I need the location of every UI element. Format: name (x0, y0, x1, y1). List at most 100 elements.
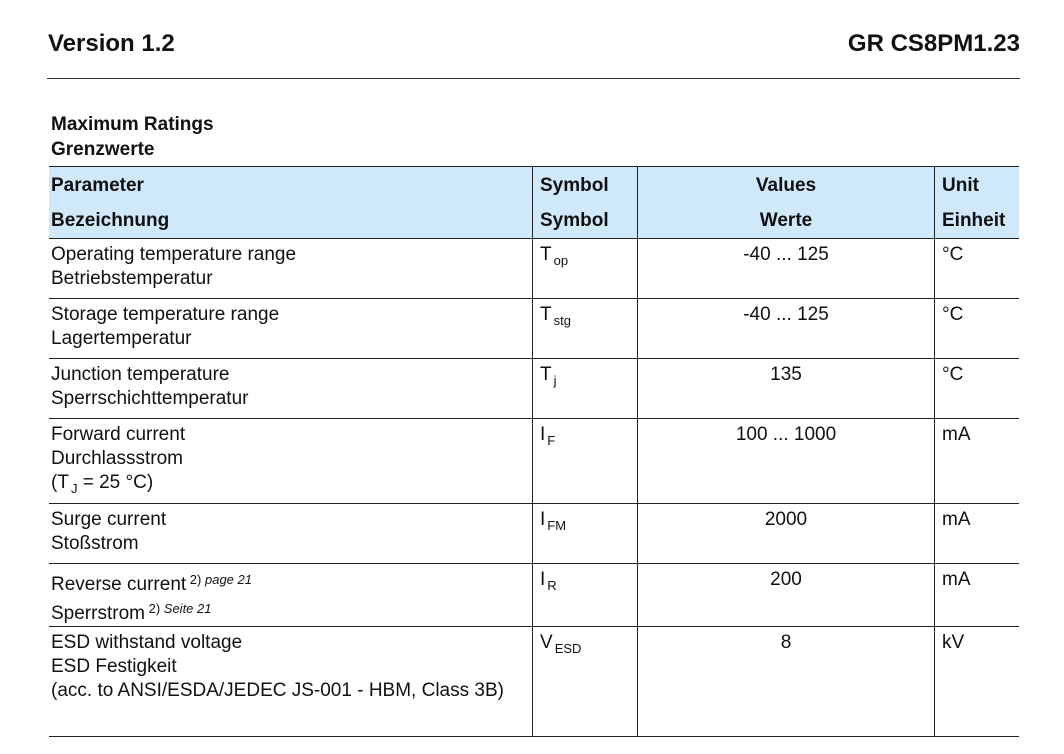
document-version: Version 1.2 (48, 30, 175, 57)
footnote-page: page 21 (204, 572, 252, 587)
parameter-text: Operating temperature range (51, 244, 297, 265)
column-header-parameter: Parameter Bezeichnung (49, 166, 533, 239)
unit-cell: mA (934, 418, 1019, 504)
parameter-cell: Operating temperature range Betriebstempe… (49, 238, 533, 299)
header-en: Values (755, 175, 817, 196)
symbol-main: V (540, 632, 553, 653)
parameter-line: Reverse current 2) page 21 (51, 568, 530, 597)
parameter-cell: ESD withstand voltage ESD Festigkeit (acc.… (49, 626, 533, 737)
section-title-de: Grenzwerte (51, 139, 155, 160)
parameter-line: Operating temperature range (51, 243, 530, 267)
table-row: ESD withstand voltage ESD Festigkeit (acc.… (49, 626, 1019, 737)
value-cell: -40 ... 125 (637, 298, 935, 359)
maximum-ratings-table: Parameter Bezeichnung Symbol Symbol Values… (49, 166, 1019, 737)
parameter-text: Sperrstrom (51, 603, 145, 624)
parameter-line: Surge current (51, 508, 530, 532)
parameter-line: Betriebstemperatur (51, 267, 530, 291)
symbol-main: T (540, 244, 552, 265)
table-row: Reverse current 2) page 21 Sperrstrom 2) … (49, 563, 1019, 627)
value-cell: 100 ... 1000 (637, 418, 935, 504)
parameter-cell: Storage temperature range Lagertemperatur (49, 298, 533, 359)
header-de: Bezeichnung (51, 210, 170, 231)
parameter-line: Durchlassstrom (51, 447, 530, 471)
parameter-line: Sperrstrom 2) Seite 21 (51, 597, 530, 626)
unit-cell: mA (934, 563, 1019, 627)
value-cell: 135 (637, 358, 935, 419)
header-en: Parameter (51, 175, 144, 196)
section-title: Maximum Ratings Grenzwerte (51, 112, 214, 162)
parameter-line: ESD withstand voltage (51, 631, 530, 655)
symbol-cell: V ESD (532, 626, 638, 737)
symbol-subscript: FM (547, 518, 567, 533)
value-cell: 8 (637, 626, 935, 737)
parameter-line: Stoßstrom (51, 532, 530, 556)
parameter-line: Lagertemperatur (51, 327, 530, 351)
symbol-main: I (540, 424, 546, 445)
symbol-main: I (540, 569, 546, 590)
symbol-main: T (540, 364, 552, 385)
parameter-text: Stoßstrom (51, 533, 139, 554)
condition-sub: J (70, 481, 78, 496)
unit-cell: mA (934, 503, 1019, 564)
table-header-row: Parameter Bezeichnung Symbol Symbol Values… (49, 166, 1019, 239)
parameter-text: (acc. to ANSI/ESDA/JEDEC JS-001 - HBM, C… (51, 680, 504, 701)
condition-post: = 25 °C) (77, 472, 154, 493)
footnote-reference: 2) page 21 (186, 572, 252, 587)
symbol-subscript: F (547, 433, 556, 448)
header-de: Einheit (942, 210, 1006, 231)
header-en: Unit (942, 175, 979, 196)
unit-cell: kV (934, 626, 1019, 737)
parameter-cell: Forward current Durchlassstrom (T J = 25 °C… (49, 418, 533, 504)
header-de: Symbol (540, 210, 609, 231)
parameter-cell: Reverse current 2) page 21 Sperrstrom 2) … (49, 563, 533, 627)
symbol-subscript: op (553, 253, 569, 268)
parameter-condition: (T J = 25 °C) (51, 471, 530, 501)
parameter-line: (acc. to ANSI/ESDA/JEDEC JS-001 - HBM, C… (51, 679, 530, 703)
parameter-line: ESD Festigkeit (51, 655, 530, 679)
header-divider (47, 78, 1020, 79)
value-cell: 200 (637, 563, 935, 627)
parameter-line: Forward current (51, 423, 530, 447)
column-header-values: Values Werte (637, 166, 935, 239)
symbol-cell: I FM (532, 503, 638, 564)
table-row: Operating temperature range Betriebstempe… (49, 238, 1019, 299)
header-en: Symbol (540, 175, 609, 196)
parameter-text: ESD Festigkeit (51, 656, 177, 677)
symbol-main: T (540, 304, 552, 325)
parameter-line: Storage temperature range (51, 303, 530, 327)
column-header-unit: Unit Einheit (934, 166, 1019, 239)
unit-cell: °C (934, 358, 1019, 419)
parameter-cell: Surge current Stoßstrom (49, 503, 533, 564)
symbol-subscript: R (547, 578, 557, 593)
column-header-symbol: Symbol Symbol (532, 166, 638, 239)
unit-cell: °C (934, 238, 1019, 299)
section-title-en: Maximum Ratings (51, 114, 214, 135)
symbol-subscript: ESD (554, 641, 582, 656)
value-cell: -40 ... 125 (637, 238, 935, 299)
table-row: Junction temperature Sperrschichttemperat… (49, 358, 1019, 419)
table-row: Storage temperature range Lagertemperatur… (49, 298, 1019, 359)
part-number: GR CS8PM1.23 (847, 30, 1020, 57)
parameter-text: Storage temperature range (51, 304, 280, 325)
unit-cell: °C (934, 298, 1019, 359)
footnote-page: Seite 21 (163, 601, 212, 616)
header-de: Werte (759, 210, 813, 231)
footnote-number: 2) (189, 572, 202, 587)
table-row: Forward current Durchlassstrom (T J = 25 °C… (49, 418, 1019, 504)
parameter-text: Reverse current (51, 574, 187, 595)
symbol-main: I (540, 509, 546, 530)
value-cell: 2000 (637, 503, 935, 564)
parameter-text: Lagertemperatur (51, 328, 192, 349)
footnote-reference: 2) Seite 21 (145, 601, 212, 616)
parameter-text: Junction temperature (51, 364, 230, 385)
parameter-text: Surge current (51, 509, 167, 530)
condition-pre: (T (51, 472, 69, 493)
parameter-text: Durchlassstrom (51, 448, 183, 469)
parameter-line: Junction temperature (51, 363, 530, 387)
parameter-text: ESD withstand voltage (51, 632, 243, 653)
